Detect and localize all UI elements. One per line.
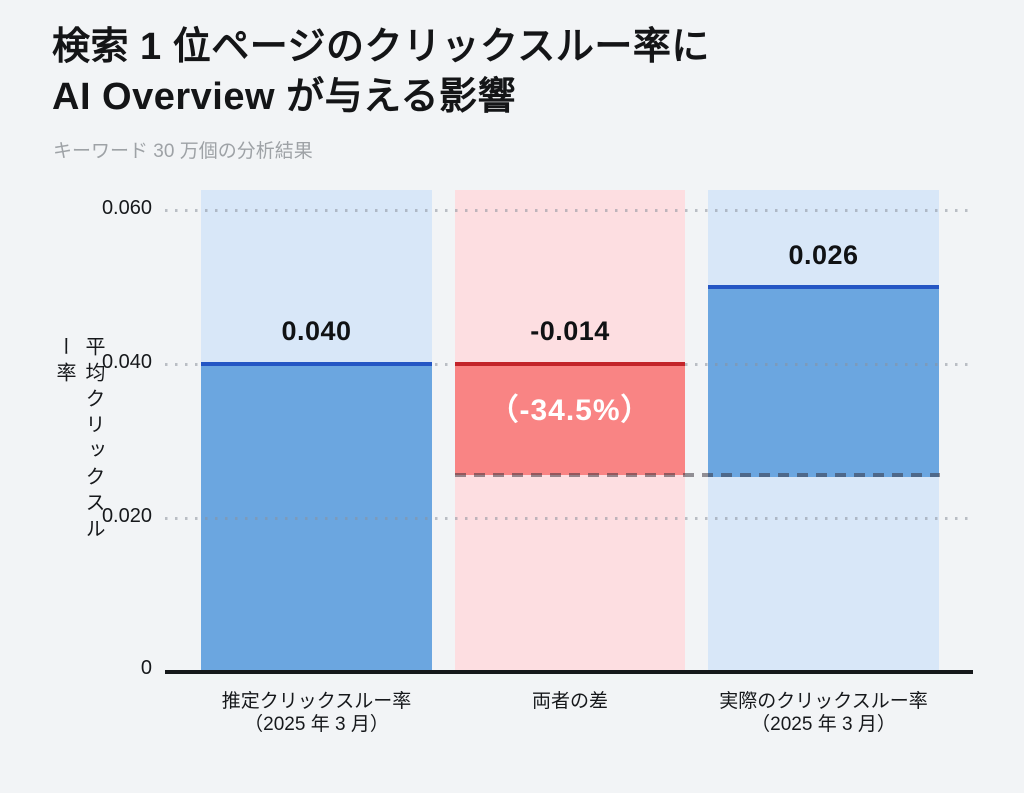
bar-actual-ctr: [708, 287, 939, 477]
bar-actual-top-stroke: [708, 285, 939, 289]
y-tick-0040: 0.040: [101, 351, 152, 373]
value-label-estimated: 0.040: [281, 316, 352, 346]
x-label-estimated: 推定クリックスルー率 （2025 年 3 月）: [181, 690, 452, 736]
bar-difference-top-stroke: [455, 362, 685, 366]
x-label-difference-line1: 両者の差: [531, 691, 608, 712]
y-tick-0060: 0.060: [101, 197, 152, 219]
bar-difference: [455, 364, 685, 475]
y-tick-0020: 0.020: [101, 505, 152, 527]
value-label-actual: 0.026: [788, 240, 859, 270]
gridline-0020: [165, 517, 973, 520]
dashed-reference-line: [455, 473, 940, 477]
x-axis-line: [165, 670, 973, 674]
page-title: 検索 1 位ページのクリックスルー率に AI Overview が与える影響: [52, 22, 952, 122]
value-label-difference: -0.014: [530, 316, 610, 346]
x-label-estimated-line1: 推定クリックスルー率: [221, 691, 412, 712]
y-tick-0: 0: [140, 657, 152, 679]
page-title-line2: AI Overview が与える影響: [52, 76, 516, 118]
bar-estimated-top-stroke: [201, 362, 432, 366]
x-label-difference: 両者の差: [455, 690, 685, 713]
x-label-actual-line1: 実際のクリックスルー率: [719, 691, 928, 712]
page-title-line1: 検索 1 位ページのクリックスルー率に: [52, 26, 710, 68]
x-label-actual-line2: （2025 年 3 月）: [751, 714, 896, 735]
x-label-estimated-line2: （2025 年 3 月）: [244, 714, 389, 735]
gridline-0060: [165, 209, 973, 212]
y-axis-title: 平均クリックスルー率: [53, 336, 104, 544]
page-subtitle: キーワード 30 万個の分析結果: [53, 141, 313, 162]
percent-label-difference: （-34.5%）: [488, 394, 652, 427]
x-label-actual: 実際のクリックスルー率 （2025 年 3 月）: [688, 690, 959, 736]
